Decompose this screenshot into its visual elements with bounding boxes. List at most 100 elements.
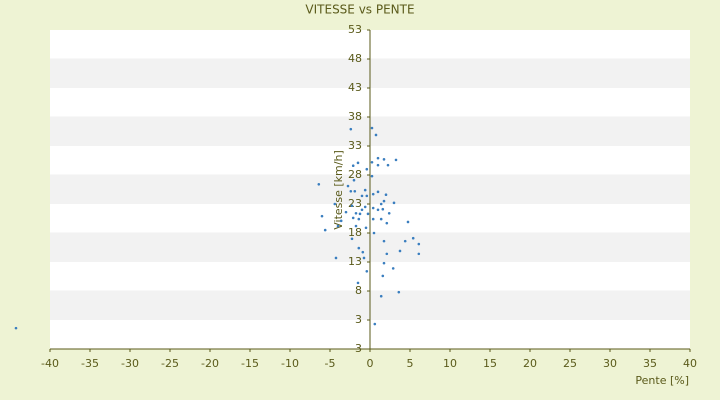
- x-tick-label: 5: [407, 357, 414, 370]
- point: [394, 158, 398, 162]
- point: [350, 204, 354, 208]
- point: [357, 246, 361, 250]
- point: [376, 163, 380, 167]
- point: [381, 274, 385, 278]
- x-tick-label: -25: [161, 357, 179, 370]
- x-tick-label: 25: [563, 357, 577, 370]
- x-tick-label: -40: [41, 357, 59, 370]
- y-tick-label: 43: [348, 81, 362, 94]
- x-tick-label: 10: [443, 357, 457, 370]
- point: [372, 231, 376, 235]
- x-tick-label: -5: [325, 357, 336, 370]
- point: [334, 256, 338, 260]
- point: [417, 252, 421, 256]
- point: [351, 164, 355, 168]
- y-tick-label: 33: [348, 139, 362, 152]
- point: [349, 189, 353, 193]
- point: [411, 236, 415, 240]
- point: [379, 294, 383, 298]
- point: [385, 252, 389, 256]
- point: [397, 290, 401, 294]
- point: [365, 194, 369, 198]
- point: [384, 193, 388, 197]
- point: [371, 192, 375, 196]
- point: [364, 226, 368, 230]
- point: [379, 217, 383, 221]
- y-tick-label: 3: [355, 313, 362, 326]
- point: [403, 239, 407, 243]
- point: [406, 220, 410, 224]
- point: [370, 160, 374, 164]
- point: [382, 239, 386, 243]
- y-tick-label: 48: [348, 52, 362, 65]
- y-tick-label: 38: [348, 110, 362, 123]
- y-tick-label: 28: [348, 168, 362, 181]
- point: [376, 190, 380, 194]
- point: [374, 133, 378, 137]
- x-tick-label: 40: [683, 357, 697, 370]
- point: [371, 217, 375, 221]
- point: [323, 228, 327, 232]
- x-tick-label: -10: [281, 357, 299, 370]
- point: [358, 212, 362, 216]
- point: [320, 214, 324, 218]
- point: [376, 208, 380, 212]
- point: [370, 126, 374, 130]
- point: [398, 249, 402, 253]
- point: [357, 217, 361, 221]
- point: [370, 174, 374, 178]
- x-axis-title: Pente [%]: [635, 374, 689, 387]
- x-tick-label: 0: [367, 357, 374, 370]
- point: [365, 167, 369, 171]
- point: [365, 269, 369, 273]
- point: [366, 212, 370, 216]
- point: [371, 206, 375, 210]
- point: [14, 326, 18, 330]
- point: [381, 207, 385, 211]
- y-tick-label: 8: [355, 284, 362, 297]
- point: [363, 205, 367, 209]
- point: [350, 237, 354, 241]
- point: [363, 188, 367, 192]
- x-tick-label: 35: [643, 357, 657, 370]
- point: [382, 158, 386, 161]
- y-tick-label: 18: [348, 226, 362, 239]
- x-tick-label: 20: [523, 357, 537, 370]
- point: [385, 221, 389, 225]
- x-tick-label: -30: [121, 357, 139, 370]
- point: [344, 210, 348, 214]
- point: [339, 219, 343, 223]
- point: [317, 182, 321, 186]
- chart-title: VITESSE vs PENTE: [305, 3, 414, 17]
- x-tick-label: -35: [81, 357, 99, 370]
- y-tick-label: 53: [348, 23, 362, 36]
- point: [336, 224, 340, 228]
- point: [346, 184, 350, 188]
- point: [360, 194, 364, 198]
- point: [373, 322, 377, 326]
- point: [353, 189, 357, 193]
- y-tick-label: 23: [348, 197, 362, 210]
- point: [417, 242, 421, 246]
- x-tick-label: -20: [201, 357, 219, 370]
- point: [362, 256, 366, 260]
- point: [379, 202, 383, 206]
- point: [351, 216, 355, 220]
- point: [352, 178, 356, 182]
- point: [392, 201, 396, 205]
- point: [356, 161, 360, 165]
- point: [386, 163, 390, 167]
- point: [391, 267, 395, 270]
- point: [387, 211, 391, 215]
- x-tick-label: 30: [603, 357, 617, 370]
- point: [376, 156, 380, 160]
- point: [333, 202, 337, 206]
- point: [356, 281, 360, 285]
- y-tick-label: 13: [348, 255, 362, 268]
- point: [382, 261, 386, 265]
- point: [360, 208, 364, 212]
- point: [354, 224, 358, 228]
- x-tick-label: 15: [483, 357, 497, 370]
- point: [354, 211, 358, 215]
